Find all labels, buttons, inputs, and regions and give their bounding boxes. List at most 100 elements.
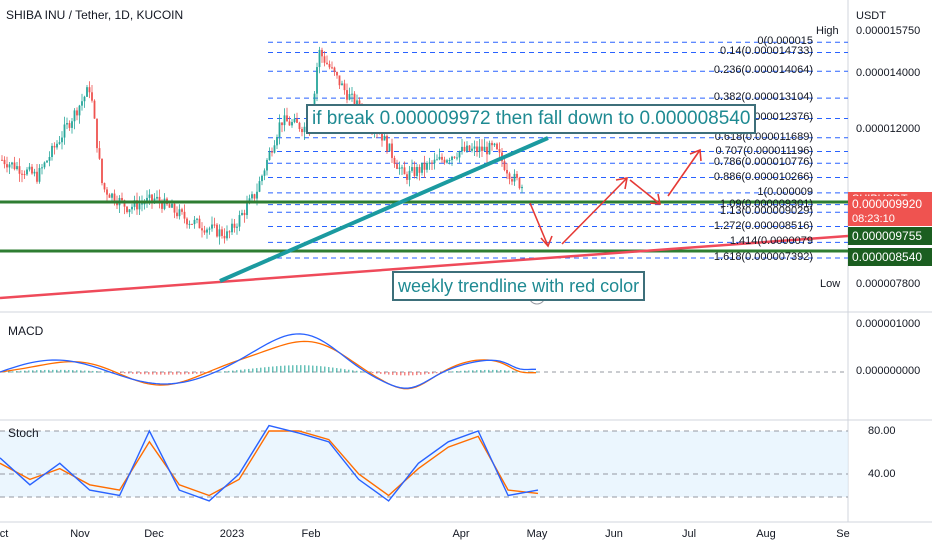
macd-hist-bar — [476, 370, 478, 373]
fib-label: 1.272(0.000008516) — [713, 219, 813, 232]
candle-body — [448, 160, 451, 162]
candle-body — [18, 166, 21, 174]
macd-hist-bar — [280, 365, 282, 373]
candle-body — [521, 186, 523, 189]
candle-body — [86, 87, 88, 97]
candle-body — [458, 151, 461, 158]
candle-body — [38, 168, 41, 182]
candle-body — [296, 118, 298, 123]
weekly-trendline-red[interactable] — [0, 234, 849, 300]
break-annotation[interactable]: if break 0.000009972 then fall down to 0… — [306, 104, 757, 134]
candle-body — [133, 200, 136, 207]
macd-hist-bar — [456, 371, 458, 373]
trendline-annotation[interactable]: weekly trendline with red color — [392, 271, 646, 301]
macd-hist-bar — [72, 370, 74, 373]
macd-hist-bar — [136, 372, 138, 374]
candle-body — [491, 142, 493, 146]
candle-body — [338, 75, 341, 86]
candle-body — [136, 200, 138, 210]
macd-hist-bar — [180, 372, 182, 375]
macd-hist-bar — [60, 369, 62, 373]
x-tick: 2023 — [219, 528, 245, 540]
candle-body — [486, 146, 488, 155]
candle-body — [478, 146, 481, 152]
macd-hist-bar — [348, 369, 350, 373]
candle-body — [381, 133, 383, 141]
macd-hist-bar — [452, 371, 454, 373]
candle-body — [101, 158, 103, 184]
candle-body — [211, 224, 213, 229]
candle-body — [28, 166, 31, 170]
level-upper-label: 0.000009755 — [848, 227, 932, 245]
candle-body — [43, 162, 46, 168]
candle-body — [11, 162, 13, 165]
macd-hist-bar — [228, 370, 230, 373]
candle-body — [151, 194, 153, 201]
candle-body — [398, 167, 401, 169]
candle-body — [453, 156, 456, 158]
last-price-label: 0.000009920 — [848, 196, 932, 212]
macd-hist-bar — [256, 368, 258, 373]
candle-body — [476, 146, 478, 152]
macd-hist-bar — [236, 370, 238, 373]
high-tag: High — [816, 25, 839, 37]
macd-hist-bar — [288, 365, 290, 373]
candle-body — [498, 149, 501, 153]
candle-body — [171, 203, 173, 208]
candle-body — [331, 67, 333, 69]
candle-body — [128, 209, 131, 213]
candle-body — [46, 160, 48, 163]
candle-body — [233, 223, 236, 228]
macd-hist-bar — [64, 369, 66, 373]
macd-hist-bar — [84, 370, 86, 373]
macd-hist-bar — [88, 370, 90, 373]
macd-hist-bar — [176, 372, 178, 375]
candle-body — [293, 118, 296, 123]
macd-hist-bar — [360, 371, 362, 373]
macd-tick: 0.000001000 — [856, 318, 921, 330]
candle-body — [333, 67, 336, 73]
candle-body — [388, 143, 391, 152]
countdown-label: 08:23:10 — [848, 212, 932, 226]
candle-body — [488, 142, 491, 155]
macd-hist-bar — [372, 372, 374, 374]
macd-hist-bar — [124, 372, 126, 374]
candle-body — [26, 169, 28, 175]
macd-hist-bar — [448, 371, 450, 373]
macd-hist-bar — [472, 370, 474, 373]
candle-body — [503, 161, 506, 170]
candle-body — [298, 122, 301, 130]
macd-hist-bar — [312, 365, 314, 373]
fib-label: 0.707(0.000011196) — [715, 144, 813, 157]
y-tick: 0.000012000 — [856, 123, 921, 135]
macd-hist-bar — [92, 370, 94, 373]
candle-body — [196, 218, 198, 220]
candle-body — [511, 179, 513, 182]
candle-body — [426, 163, 428, 170]
candle-body — [81, 101, 83, 106]
candle-body — [138, 203, 141, 210]
macd-hist-bar — [384, 372, 386, 375]
macd-hist-bar — [40, 370, 42, 373]
candle-body — [518, 177, 521, 189]
x-tick: Dec — [144, 528, 164, 540]
candle-body — [216, 224, 218, 237]
macd-hist-bar — [324, 366, 326, 373]
rising-trendline-teal[interactable] — [219, 136, 549, 283]
macd-hist-bar — [224, 371, 226, 373]
macd-tick: 0.000000000 — [856, 365, 921, 377]
candle-body — [316, 67, 318, 94]
candle-body — [223, 235, 226, 239]
fib-label: 1.414(0.0000079 — [729, 235, 813, 248]
macd-hist-bar — [56, 369, 58, 373]
candle-body — [131, 206, 133, 210]
macd-pane — [0, 333, 538, 390]
candle-body — [16, 166, 18, 170]
candle-body — [431, 162, 433, 164]
x-tick: Feb — [301, 528, 321, 540]
macd-hist-bar — [444, 371, 446, 373]
macd-hist-bar — [260, 367, 262, 373]
candle-body — [276, 137, 278, 146]
